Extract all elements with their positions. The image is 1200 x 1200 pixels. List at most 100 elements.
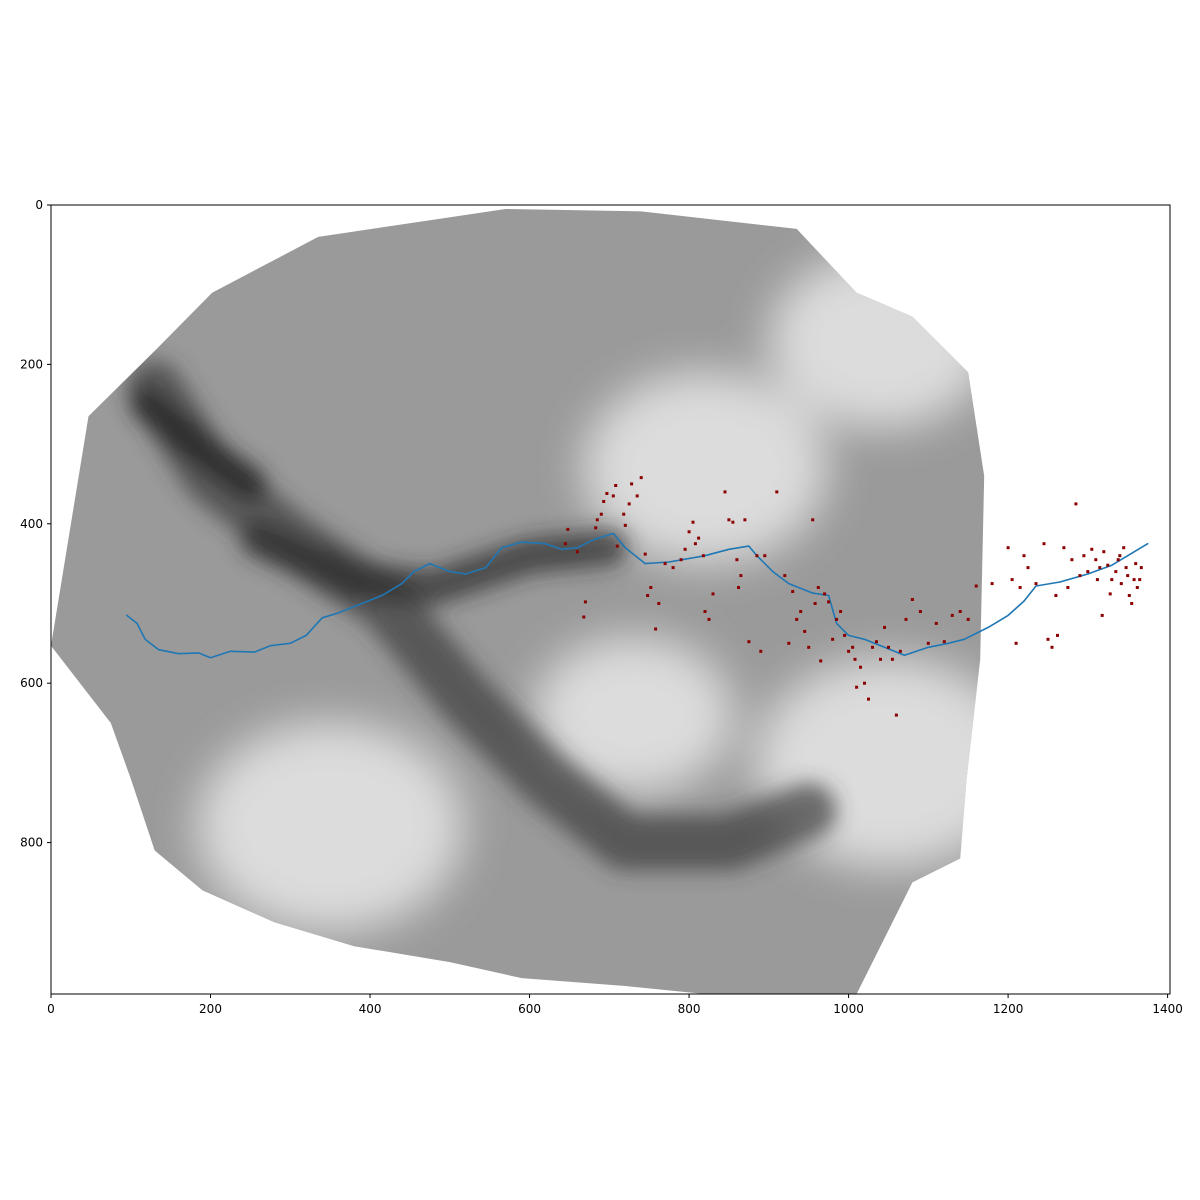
sample-point <box>1114 570 1118 574</box>
valley-shade <box>130 388 267 500</box>
sample-point <box>1135 586 1139 589</box>
sample-point <box>910 598 914 601</box>
sample-point <box>1078 574 1082 578</box>
sample-point <box>966 617 970 621</box>
sample-point <box>816 586 820 589</box>
sample-point <box>701 554 705 558</box>
valley-shade <box>126 360 837 871</box>
sample-point <box>1066 586 1070 589</box>
sample-point <box>990 582 994 586</box>
x-tick-label: 0 <box>47 1002 55 1016</box>
elevation-raster <box>51 209 985 994</box>
sample-point <box>1119 582 1123 586</box>
y-tick-label: 200 <box>20 357 43 371</box>
sample-point <box>615 544 619 548</box>
sample-point <box>747 640 751 644</box>
sample-point <box>958 610 962 613</box>
sample-point <box>693 542 697 546</box>
sample-point <box>1090 547 1094 551</box>
sample-point <box>835 617 839 621</box>
sample-point <box>1139 566 1143 570</box>
sample-point <box>605 492 609 495</box>
sample-point <box>602 500 606 503</box>
sample-point <box>755 554 759 558</box>
sample-point <box>595 518 599 522</box>
sample-point <box>863 681 866 685</box>
sample-point <box>1132 578 1136 582</box>
sample-point <box>582 615 586 619</box>
sample-point <box>871 645 874 649</box>
river-series <box>126 532 1149 659</box>
sample-point <box>839 610 843 613</box>
sample-point <box>1124 566 1128 570</box>
sample-point <box>859 665 862 669</box>
sample-point <box>622 512 626 516</box>
sample-point <box>649 586 653 589</box>
sample-point <box>875 640 878 644</box>
sample-point <box>614 484 618 487</box>
sample-point <box>867 697 870 701</box>
sample-point <box>791 590 795 593</box>
sample-point <box>759 649 763 653</box>
sample-point <box>847 649 851 653</box>
sample-point <box>763 554 767 558</box>
sample-point <box>1110 578 1114 582</box>
sample-point <box>827 600 831 604</box>
sample-point <box>623 523 627 527</box>
sample-point <box>683 547 687 551</box>
sample-point <box>898 649 902 653</box>
sample-point <box>942 640 946 644</box>
sample-point <box>1018 586 1022 589</box>
sample-point <box>1050 645 1054 649</box>
sample-point <box>723 490 727 494</box>
sample-point <box>819 659 823 663</box>
sample-point <box>1130 602 1134 605</box>
y-axis: 0 200 400 600 800 <box>20 198 51 850</box>
sample-point <box>711 592 715 596</box>
ridge-highlight <box>532 636 734 794</box>
sample-point <box>643 552 647 556</box>
sample-point <box>657 602 661 605</box>
bright-ridges <box>196 252 985 932</box>
sample-point <box>934 621 938 625</box>
sample-point <box>1026 566 1030 570</box>
sample-point <box>795 617 799 621</box>
ridge-highlight <box>768 252 985 429</box>
x-tick-label: 400 <box>359 1002 382 1016</box>
sample-point <box>743 518 747 522</box>
sample-point <box>635 494 639 498</box>
sample-point <box>1122 546 1126 550</box>
sample-point <box>1094 558 1098 562</box>
valley-shade <box>240 521 628 606</box>
y-tick-label: 600 <box>20 676 43 690</box>
sample-point <box>783 574 787 578</box>
plot-frame <box>50 204 1171 995</box>
sample-point <box>974 584 978 588</box>
sample-point <box>811 518 815 522</box>
sample-point <box>627 502 631 506</box>
y-tick-label: 800 <box>20 836 43 850</box>
sample-point <box>1102 550 1106 554</box>
sample-point <box>775 490 779 494</box>
sample-point <box>799 610 803 613</box>
sample-point <box>1106 563 1110 567</box>
sample-point <box>823 592 827 596</box>
x-tick-label: 1000 <box>833 1002 864 1016</box>
sample-point <box>727 518 731 522</box>
sample-point <box>679 558 683 562</box>
sample-point <box>1108 592 1112 596</box>
x-axis: 0 200 400 600 800 1000 1200 1400 <box>47 994 1183 1016</box>
sample-point <box>1046 637 1050 641</box>
dark-valleys <box>126 360 837 871</box>
plot-area <box>51 209 1149 994</box>
sample-point <box>599 512 603 516</box>
sample-point <box>1054 594 1058 597</box>
sample-point <box>807 645 811 649</box>
ridge-highlight <box>196 721 465 932</box>
sample-point <box>1074 502 1078 506</box>
sample-point <box>894 713 898 717</box>
sample-point <box>853 657 857 661</box>
sample-point <box>1042 542 1046 546</box>
sample-point <box>654 627 658 631</box>
